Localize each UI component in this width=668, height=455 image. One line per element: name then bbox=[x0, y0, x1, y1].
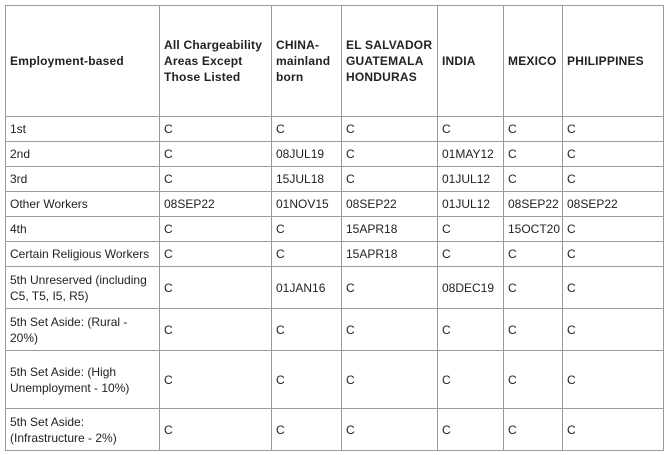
table-cell: C bbox=[159, 308, 272, 351]
row-label: Other Workers bbox=[5, 191, 160, 217]
table-row: Other Workers 08SEP22 01NOV15 08SEP22 01JUL1… bbox=[5, 191, 664, 217]
row-label: 3rd bbox=[5, 166, 160, 192]
table-cell: C bbox=[341, 350, 438, 409]
table-cell: 01NOV15 bbox=[271, 191, 342, 217]
table-cell: C bbox=[562, 241, 664, 267]
table-cell: C bbox=[341, 116, 438, 142]
table-cell: 01JUL12 bbox=[437, 191, 504, 217]
table-cell: C bbox=[159, 350, 272, 409]
table-cell: C bbox=[503, 241, 563, 267]
table-row: 5th Unreserved (including C5, T5, I5, R5… bbox=[5, 266, 664, 309]
column-header: PHILIPPINES bbox=[562, 5, 664, 117]
table-row: 1st C C C C C C bbox=[5, 116, 664, 142]
row-label: 4th bbox=[5, 216, 160, 242]
table-cell: C bbox=[159, 266, 272, 309]
table-row: 2nd C 08JUL19 C 01MAY12 C C bbox=[5, 141, 664, 167]
table-cell: C bbox=[437, 408, 504, 451]
column-header: EL SALVADOR GUATEMALA HONDURAS bbox=[341, 5, 438, 117]
table-cell: C bbox=[562, 216, 664, 242]
visa-bulletin-table: Employment-based All Chargeability Areas … bbox=[5, 5, 664, 451]
column-header: MEXICO bbox=[503, 5, 563, 117]
table-cell: C bbox=[437, 116, 504, 142]
table-cell: C bbox=[271, 350, 342, 409]
table-row: 5th Set Aside: (High Unemployment - 10%)… bbox=[5, 350, 664, 409]
table-cell: C bbox=[503, 350, 563, 409]
table-cell: 15APR18 bbox=[341, 241, 438, 267]
table-cell: 15JUL18 bbox=[271, 166, 342, 192]
row-label: 5th Unreserved (including C5, T5, I5, R5… bbox=[5, 266, 160, 309]
table-cell: C bbox=[503, 308, 563, 351]
row-label: 2nd bbox=[5, 141, 160, 167]
table-cell: C bbox=[271, 241, 342, 267]
table-cell: 15OCT20 bbox=[503, 216, 563, 242]
table-cell: C bbox=[437, 216, 504, 242]
table-cell: C bbox=[437, 350, 504, 409]
table-cell: C bbox=[503, 116, 563, 142]
table-cell: 08SEP22 bbox=[562, 191, 664, 217]
table-row: Certain Religious Workers C C 15APR18 C C C bbox=[5, 241, 664, 267]
table-cell: C bbox=[503, 266, 563, 309]
table-cell: 08SEP22 bbox=[341, 191, 438, 217]
column-header: INDIA bbox=[437, 5, 504, 117]
table-row: 4th C C 15APR18 C 15OCT20 C bbox=[5, 216, 664, 242]
table-cell: 08DEC19 bbox=[437, 266, 504, 309]
table-cell: C bbox=[159, 408, 272, 451]
table-cell: 15APR18 bbox=[341, 216, 438, 242]
table-cell: C bbox=[341, 408, 438, 451]
table-cell: C bbox=[562, 141, 664, 167]
table-row: 5th Set Aside: (Rural - 20%) C C C C C C bbox=[5, 308, 664, 351]
table-row: 3rd C 15JUL18 C 01JUL12 C C bbox=[5, 166, 664, 192]
table-cell: C bbox=[562, 408, 664, 451]
table-cell: 01JAN16 bbox=[271, 266, 342, 309]
column-header: Employment-based bbox=[5, 5, 160, 117]
table-cell: 08JUL19 bbox=[271, 141, 342, 167]
table-cell: C bbox=[271, 308, 342, 351]
table-cell: C bbox=[562, 166, 664, 192]
table-cell: C bbox=[562, 266, 664, 309]
table-cell: 08SEP22 bbox=[503, 191, 563, 217]
row-label: 5th Set Aside: (Infrastructure - 2%) bbox=[5, 408, 160, 451]
table-cell: C bbox=[437, 241, 504, 267]
table-cell: C bbox=[159, 166, 272, 192]
table-cell: C bbox=[562, 308, 664, 351]
table-cell: C bbox=[341, 308, 438, 351]
table-cell: 01JUL12 bbox=[437, 166, 504, 192]
table-cell: C bbox=[271, 216, 342, 242]
table-cell: C bbox=[159, 141, 272, 167]
table-cell: C bbox=[503, 141, 563, 167]
table-cell: C bbox=[271, 408, 342, 451]
column-header: All Chargeability Areas Except Those Lis… bbox=[159, 5, 272, 117]
header-row: Employment-based All Chargeability Areas … bbox=[5, 5, 664, 117]
table-cell: C bbox=[562, 350, 664, 409]
table-cell: 01MAY12 bbox=[437, 141, 504, 167]
table-cell: C bbox=[159, 241, 272, 267]
table-cell: C bbox=[562, 116, 664, 142]
table-cell: C bbox=[159, 216, 272, 242]
table-cell: C bbox=[341, 266, 438, 309]
table-row: 5th Set Aside: (Infrastructure - 2%) C C C C… bbox=[5, 408, 664, 451]
table-cell: C bbox=[503, 166, 563, 192]
table-cell: C bbox=[271, 116, 342, 142]
table-cell: 08SEP22 bbox=[159, 191, 272, 217]
table-cell: C bbox=[159, 116, 272, 142]
row-label: 1st bbox=[5, 116, 160, 142]
row-label: 5th Set Aside: (Rural - 20%) bbox=[5, 308, 160, 351]
table-cell: C bbox=[341, 166, 438, 192]
table-cell: C bbox=[503, 408, 563, 451]
table-cell: C bbox=[437, 308, 504, 351]
table-cell: C bbox=[341, 141, 438, 167]
row-label: 5th Set Aside: (High Unemployment - 10%) bbox=[5, 350, 160, 409]
column-header: CHINA-mainland born bbox=[271, 5, 342, 117]
row-label: Certain Religious Workers bbox=[5, 241, 160, 267]
